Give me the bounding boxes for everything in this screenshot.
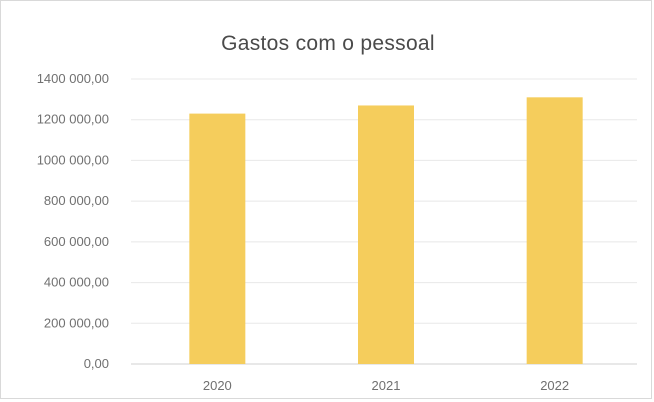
bars [189,97,583,365]
y-tick-label: 0,00 [84,356,109,371]
x-category-label: 2022 [540,378,569,393]
y-tick-label: 400 000,00 [44,275,109,290]
y-tick-label: 1200 000,00 [37,112,109,127]
chart-title: Gastos com o pessoal [221,32,435,55]
bar-2021 [358,105,414,364]
y-tick-label: 1400 000,00 [37,71,109,86]
bar-2022 [526,97,583,365]
y-tick-label: 200 000,00 [44,315,109,330]
x-category-label: 2020 [203,378,232,393]
bar-2020 [189,113,246,364]
y-tick-label: 800 000,00 [44,193,109,208]
y-tick-label: 1000 000,00 [37,152,109,167]
x-axis-labels: 2020 2021 2022 [203,378,569,393]
y-axis-ticks: 0,00 200 000,00 400 000,00 600 000,00 800 00… [37,71,109,371]
y-tick-label: 600 000,00 [44,234,109,249]
x-category-label: 2021 [372,378,401,393]
